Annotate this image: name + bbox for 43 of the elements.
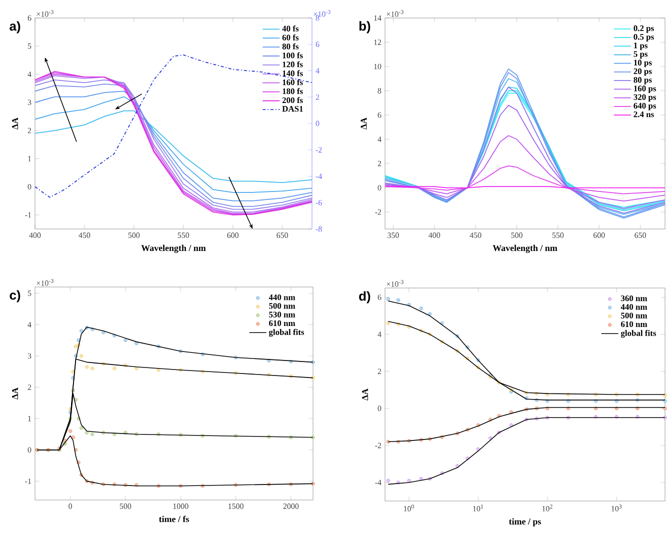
legend-label: 10 ps [634, 60, 652, 68]
legend-label: 40 fs [282, 25, 299, 32]
legend-label: 100 fs [282, 52, 303, 58]
legend-label: 180 fs [282, 88, 303, 94]
text: b) [359, 21, 370, 34]
legend-label: 200 fs [282, 97, 303, 104]
legend-label: 440 nm [268, 294, 296, 300]
legend-label: 120 fs [282, 61, 303, 68]
x-axis-title: time / ps [508, 518, 541, 526]
y-axis-title: ΔA [12, 388, 18, 400]
legend-label: 160 fs [282, 79, 303, 86]
legend-label: global fits [620, 330, 656, 338]
legend-label: 20 ps [634, 68, 652, 76]
legend-label: global fits [268, 328, 304, 337]
legend-label: 0.5 ps [634, 34, 654, 42]
legend-label: 500 nm [621, 312, 648, 318]
y-axis-title: ΔA [362, 388, 368, 400]
legend-label: 500 nm [269, 303, 296, 309]
text: a) [10, 21, 20, 34]
legend-label: 2.4 ns [634, 111, 654, 118]
x-axis-title: time / fs [158, 516, 189, 522]
y-axis-title: ΔA [360, 118, 367, 130]
legend-label: DAS1 [282, 106, 303, 112]
text: c) [10, 290, 20, 302]
legend-label: 530 nm [269, 312, 296, 318]
legend-label: 160 ps [634, 86, 656, 94]
legend-label: 640 ps [634, 102, 656, 110]
legend-label: 360 nm [621, 295, 648, 302]
legend-label: 0.2 ps [634, 25, 654, 33]
legend-label: 5 ps [634, 51, 648, 59]
legend-label: 1 ps [634, 42, 648, 50]
legend-label: 140 fs [282, 70, 303, 76]
y-axis-title: ΔA [12, 118, 18, 130]
legend-label: 320 ps [634, 94, 656, 102]
legend-label: 610 nm [620, 321, 648, 328]
text: d) [359, 291, 370, 304]
x-axis-title: Wavelength / nm [141, 244, 206, 253]
legend-label: 80 fs [282, 43, 299, 50]
legend-label: 60 fs [282, 34, 299, 40]
legend-label: 80 ps [634, 77, 652, 84]
legend-label: 610 nm [269, 320, 296, 326]
x-axis-title: Wavelength / nm [492, 244, 558, 253]
legend-label: 440 nm [620, 304, 648, 310]
